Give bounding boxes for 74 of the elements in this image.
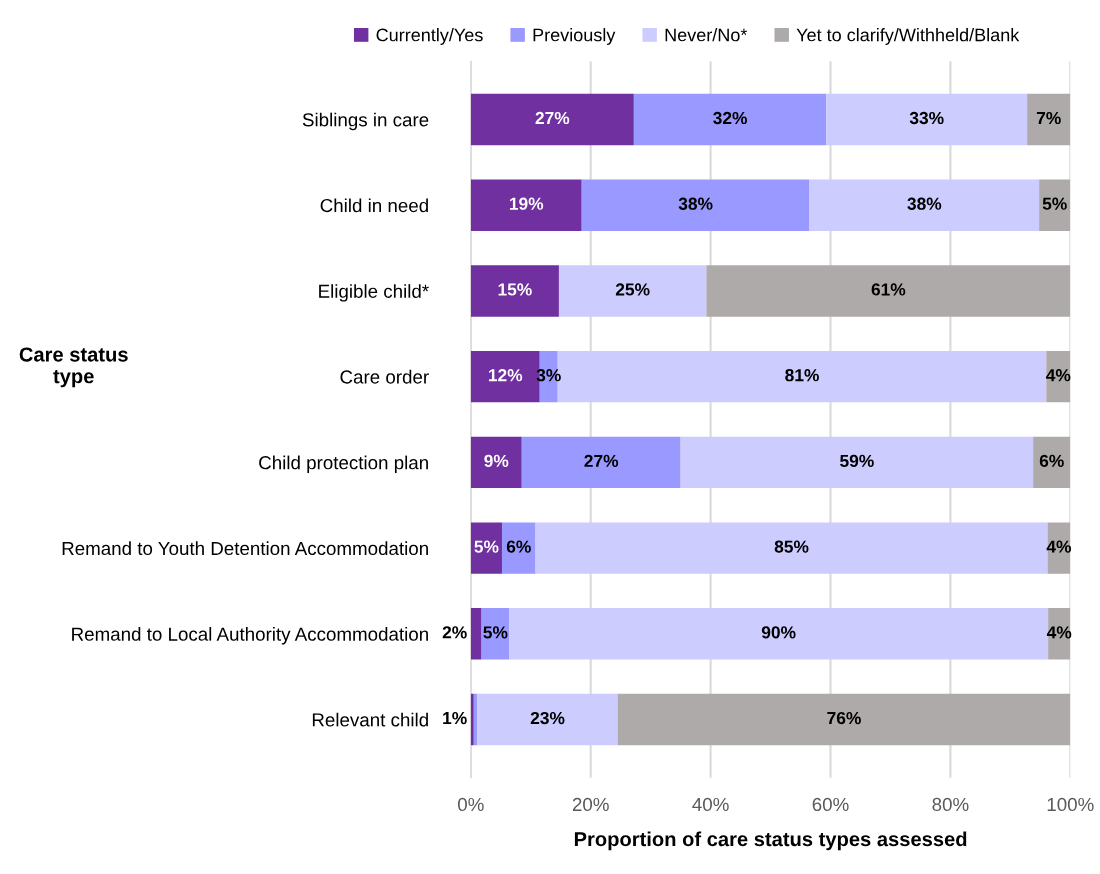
bar bbox=[470, 608, 482, 660]
bar bbox=[809, 179, 1040, 231]
bar bbox=[470, 179, 582, 231]
bar bbox=[633, 93, 827, 146]
data-label: 33% bbox=[909, 111, 944, 125]
bar bbox=[558, 265, 707, 317]
data-label: 25% bbox=[615, 283, 650, 296]
data-label: 38% bbox=[907, 197, 942, 210]
x-tick-label: 60% bbox=[812, 797, 849, 812]
data-label: 76% bbox=[827, 711, 861, 725]
data-label: 5% bbox=[1042, 197, 1067, 210]
bar bbox=[521, 436, 681, 489]
data-label: 85% bbox=[774, 540, 809, 553]
bar bbox=[470, 693, 474, 746]
data-label: 27% bbox=[584, 454, 619, 468]
y-tick-label: Care order bbox=[340, 369, 429, 384]
bar bbox=[509, 608, 1049, 660]
bar bbox=[470, 436, 522, 489]
data-label: 5% bbox=[474, 540, 499, 553]
y-tick-label: Remand to Local Authority Accommodation bbox=[72, 627, 428, 645]
x-tick-label: 80% bbox=[932, 797, 969, 812]
data-label: 23% bbox=[530, 711, 565, 725]
y-tick-label: Remand to Youth Detention Accommodation bbox=[62, 541, 428, 556]
data-label: 38% bbox=[678, 197, 713, 210]
legend-label: Currently/Yes bbox=[376, 28, 483, 45]
data-label: 4% bbox=[1046, 626, 1072, 639]
bar bbox=[1033, 436, 1071, 489]
bar bbox=[826, 93, 1028, 146]
data-label: 81% bbox=[785, 369, 819, 382]
y-tick-label: Relevant child bbox=[312, 712, 428, 727]
x-axis-title: Proportion of care status types assessed bbox=[574, 831, 967, 851]
bar bbox=[501, 522, 536, 574]
data-label: 4% bbox=[1046, 369, 1071, 382]
x-tick-label: 0% bbox=[457, 797, 484, 812]
data-label: 4% bbox=[1046, 540, 1071, 553]
bar bbox=[477, 693, 618, 746]
bar bbox=[535, 522, 1048, 574]
y-tick-label: Eligible child* bbox=[319, 284, 429, 302]
data-label: 90% bbox=[761, 626, 796, 639]
data-label: 7% bbox=[1036, 111, 1061, 125]
data-label: 6% bbox=[506, 540, 531, 553]
data-label: 3% bbox=[536, 369, 561, 382]
bar bbox=[617, 693, 1071, 746]
bar bbox=[706, 265, 1071, 317]
bar bbox=[1039, 179, 1071, 231]
data-label: 19% bbox=[509, 197, 544, 210]
data-label: 15% bbox=[498, 283, 532, 296]
data-label: 27% bbox=[535, 111, 570, 125]
y-tick-label: Siblings in care bbox=[302, 112, 429, 131]
bar bbox=[470, 522, 502, 574]
x-tick-label: 100% bbox=[1047, 797, 1094, 812]
data-label: 6% bbox=[1039, 454, 1064, 468]
bar bbox=[470, 265, 559, 317]
data-label: 32% bbox=[713, 111, 747, 125]
data-label: 12% bbox=[488, 369, 523, 382]
y-axis-title: Care status type bbox=[19, 347, 128, 388]
bar bbox=[1027, 93, 1071, 146]
data-label: 59% bbox=[840, 454, 874, 468]
bar bbox=[470, 93, 634, 146]
data-label: 9% bbox=[484, 454, 509, 468]
legend-label: Never/No* bbox=[665, 28, 748, 42]
bar bbox=[481, 608, 510, 660]
bar bbox=[581, 179, 810, 231]
bar bbox=[680, 436, 1034, 489]
x-tick-label: 40% bbox=[692, 797, 729, 812]
legend-label: Previously bbox=[533, 28, 616, 45]
legend-label: Yet to clarify/Withheld/Blank bbox=[796, 28, 1020, 45]
data-label: 2% bbox=[442, 626, 467, 639]
data-label: 1% bbox=[443, 711, 467, 725]
data-label: 5% bbox=[483, 626, 508, 639]
x-tick-label: 20% bbox=[572, 797, 609, 812]
data-label: 61% bbox=[871, 283, 906, 296]
y-tick-label: Child protection plan bbox=[259, 455, 428, 474]
y-tick-label: Child in need bbox=[320, 198, 428, 213]
